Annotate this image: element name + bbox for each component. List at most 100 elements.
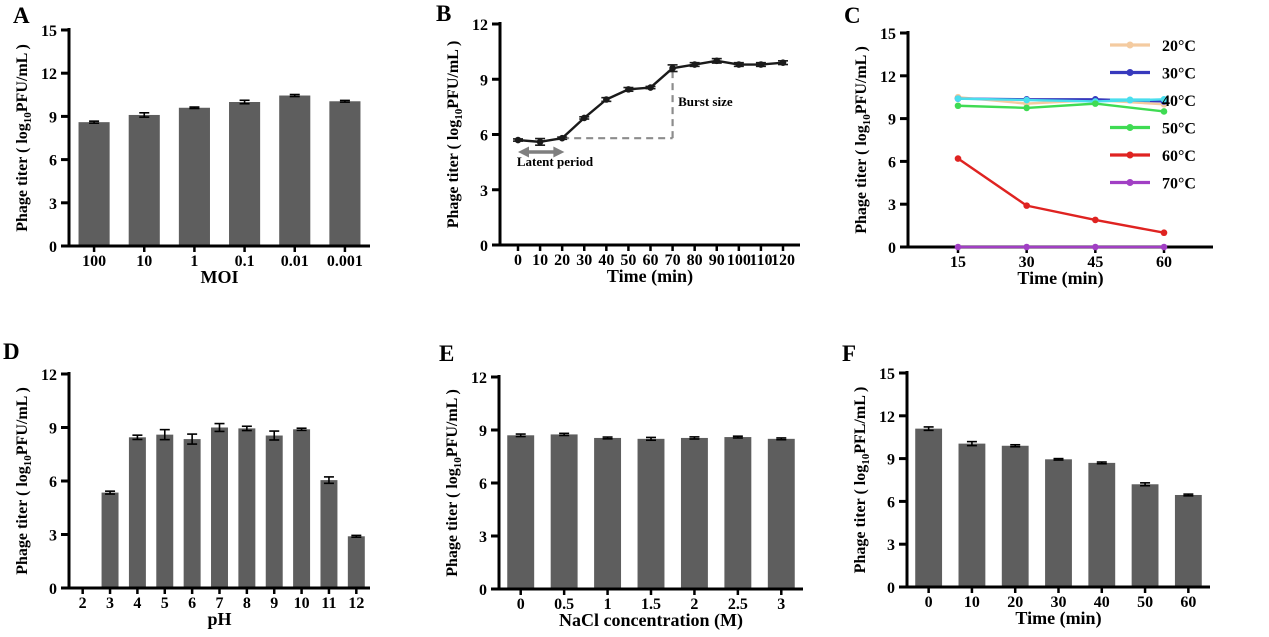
data-point [954,155,962,162]
data-point [625,86,632,93]
y-tick-label: 0 [887,580,895,597]
x-tick-label: 4 [133,595,141,612]
legend-marker [1126,124,1134,131]
bar [128,114,160,247]
chart-d-ph-bar: 0 3 6 9 12 Phage titer ( log10PFU/mL ) pH 2 3 4 5 6… [14,367,370,629]
x-tick-label: 1.5 [641,596,661,613]
legend-marker [1126,69,1134,76]
bar [156,434,174,588]
y-tick-label: 0 [888,240,896,257]
x-tick-label: 60 [643,252,659,269]
bar [265,435,283,588]
bar [320,480,338,588]
x-tick-label: 1 [190,253,198,270]
data-point [954,243,962,251]
bar [550,434,578,589]
x-tick-label: 120 [771,252,795,269]
y-tick-label: 9 [49,109,57,126]
x-tick-label: 40 [1094,594,1110,611]
legend-label: 30°C [1162,66,1196,83]
data-point [713,57,721,65]
x-tick-label: 15 [950,254,966,271]
x-tick-label: 100 [727,252,751,269]
series-line [957,102,1165,113]
panel-letter-d: D [3,339,20,364]
series-line [957,157,1165,234]
data-point [1160,96,1168,103]
y-tick-label: 6 [49,153,57,170]
x-axis-title: MOI [201,267,239,287]
panel-letter-f: F [842,341,857,366]
x-tick-label: 90 [709,252,725,269]
data-point [603,96,610,103]
bar [128,437,146,588]
chart-b-growth-curve: 0 3 6 9 12 Phage titer ( log10PFU/mL ) Time (m… [445,17,800,287]
legend-marker [1126,151,1134,159]
bar [1001,445,1029,587]
bar [183,439,201,588]
x-tick-label: 0.1 [235,253,255,270]
x-tick-label: 3 [777,596,785,613]
y-tick-label: 6 [887,494,895,511]
panel-e: E 0 3 6 9 12 Phage titer ( log10PFU/mL ) NaCl … [420,330,830,637]
data-point [757,61,765,68]
panel-letter-e: E [439,341,455,366]
bar [767,438,795,589]
bar [178,107,210,246]
x-tick-label: 45 [1087,254,1103,271]
x-tick-label: 20 [1007,594,1023,611]
legend-label: 60°C [1162,148,1196,165]
x-tick-label: 0 [925,594,933,611]
data-point [558,134,566,142]
x-tick-label: 50 [620,252,636,269]
data-point [1023,104,1030,112]
y-tick-label: 15 [879,366,895,383]
annotation-arrowhead-right [553,146,565,158]
bar [211,427,228,588]
x-tick-label: 110 [749,252,772,269]
bar [279,95,311,247]
data-point [1023,96,1030,104]
x-tick-label: 7 [216,595,224,612]
y-tick-label: 0 [49,239,57,256]
x-axis-title: NaCl concentration (M) [559,610,743,631]
y-tick-label: 6 [479,476,487,493]
bar [507,435,535,589]
data-point [1160,229,1168,237]
annotation-text: Latent period [517,154,594,169]
y-axis-title: Phage titer ( log10PFU/mL ) [14,387,34,575]
panel-d: D 0 3 6 9 12 Phage titer ( log10PFU/mL ) pH 2 3 4… [0,330,420,637]
y-tick-label: 15 [41,23,57,40]
x-tick-label: 2.5 [728,596,748,613]
y-tick-label: 3 [888,197,896,214]
data-point [580,114,588,122]
x-tick-label: 2 [79,595,87,612]
y-tick-label: 0 [479,582,487,599]
annotation-arrowhead-left [518,146,529,158]
x-tick-label: 5 [161,595,169,612]
panel-letter-b: B [436,1,452,26]
x-tick-label: 30 [1019,254,1035,271]
y-tick-label: 9 [479,423,487,440]
bar [1174,494,1202,587]
x-tick-label: 8 [243,595,251,612]
y-axis-title: Phage titer ( log10PFL/mL ) [852,387,872,574]
x-axis-title: pH [207,609,231,629]
panel-letter-a: A [13,3,30,28]
x-tick-label: 0.5 [554,596,574,613]
x-tick-label: 0.001 [327,253,363,270]
x-tick-label: 1 [604,596,612,613]
x-axis-title: Time (min) [1015,608,1101,629]
legend-label: 20°C [1162,38,1196,55]
data-point [779,59,787,66]
bar [1088,462,1116,587]
x-tick-label: 6 [188,595,196,612]
legend-marker [1126,179,1134,186]
data-point [954,102,962,110]
data-point [536,138,544,146]
data-point [1092,100,1099,107]
y-tick-label: 12 [41,367,57,384]
panel-c: C 0 3 6 9 12 15 Phage titer ( log10PFU/mL ) Tim… [830,0,1269,330]
x-tick-label: 20 [554,252,570,269]
